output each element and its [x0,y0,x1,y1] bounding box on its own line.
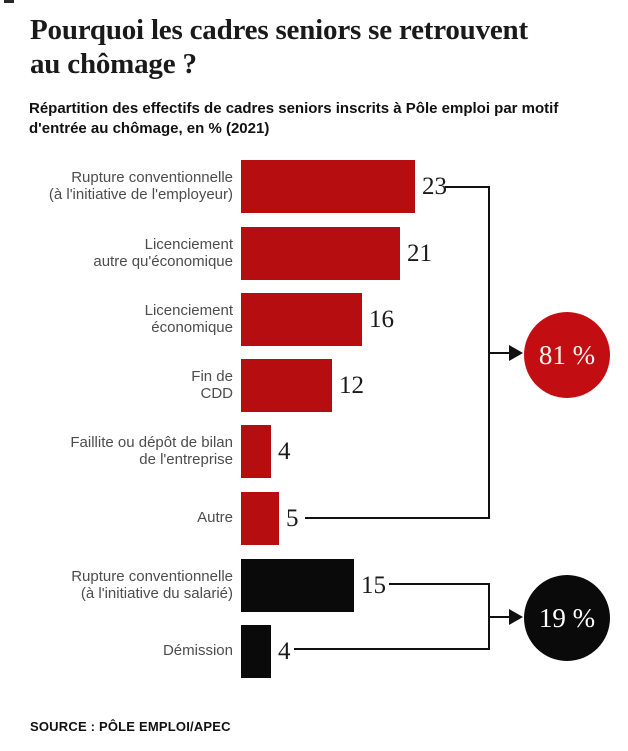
bar-row: Faillite ou dépôt de bilan de l'entrepri… [0,425,628,478]
percent-circle-red: 81 % [524,312,610,398]
bar [241,293,362,346]
bar-value: 5 [286,504,299,532]
bar-row: Licenciement économique 16 [0,293,628,346]
bar-value: 21 [407,239,432,267]
connector-line [305,517,490,519]
bar-label: Rupture conventionnelle (à l'initiative … [71,567,233,602]
bar-label: Rupture conventionnelle (à l'initiative … [48,168,233,203]
arrow-right-icon [509,345,523,361]
connector-line [488,583,490,650]
bar-row: Rupture conventionnelle (à l'initiative … [0,559,628,612]
percent-black-label: 19 % [538,602,596,633]
connector-line [488,186,490,519]
bar-value: 12 [339,371,364,399]
bar-row: Démission 4 [0,625,628,678]
connector-line [294,648,490,650]
percent-circle-black: 19 % [524,575,610,661]
bar-label: Licenciement autre qu'économique [93,235,233,270]
connector-line [490,352,511,354]
connector-line [389,583,490,585]
bar-label: Autre [197,509,233,527]
bar-label: Fin de CDD [191,367,233,402]
bar-row: Licenciement autre qu'économique 21 [0,227,628,280]
bar [241,625,271,678]
bar-row: Rupture conventionnelle (à l'initiative … [0,160,628,213]
percent-red-label: 81 % [538,339,596,370]
bar-value: 4 [278,437,291,465]
bar-value: 16 [369,305,394,333]
page-title: Pourquoi les cadres seniors se retrouven… [30,14,528,80]
connector-line [490,616,511,618]
top-left-mark [4,0,14,3]
bar-row: Autre 5 [0,492,628,545]
bar [241,359,332,412]
bar-value: 4 [278,637,291,665]
source-credit: SOURCE : PÔLE EMPLOI/APEC [30,719,231,734]
connector-line [445,186,490,188]
bar [241,425,271,478]
bar-label: Faillite ou dépôt de bilan de l'entrepri… [70,433,233,468]
chart-subtitle: Répartition des effectifs de cadres seni… [29,100,559,138]
bar-value: 23 [422,172,447,200]
bar [241,160,415,213]
bar-value: 15 [361,571,386,599]
bar [241,559,354,612]
bar-row: Fin de CDD 12 [0,359,628,412]
bar-label: Licenciement économique [144,301,233,336]
bar [241,227,400,280]
bar [241,492,279,545]
bar-label: Démission [162,642,233,660]
arrow-right-icon [509,609,523,625]
